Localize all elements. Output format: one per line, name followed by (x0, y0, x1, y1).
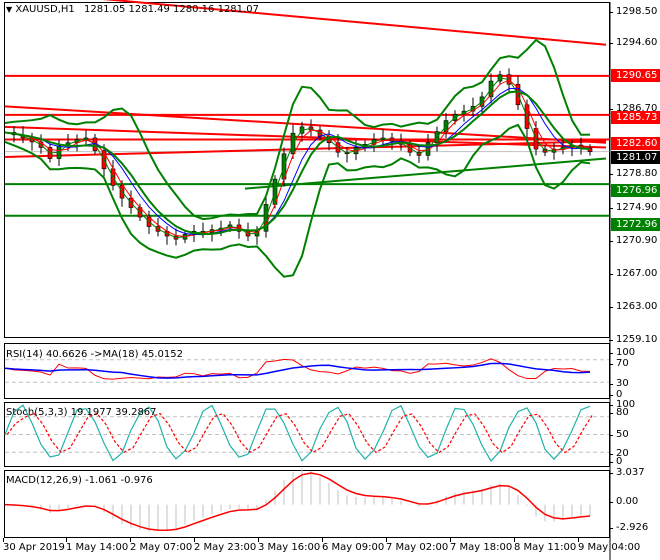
stoch-tick: 20 (609, 448, 629, 460)
macd-tick: 0.00 (608, 496, 638, 508)
stoch-tick: 80 (609, 407, 629, 419)
price-tick: 1274.90 (608, 202, 657, 214)
macd-tick: 3.037 (609, 467, 645, 479)
chart-header: ▼ XAUUSD,H1 1281.05 1281.49 1280.16 1281… (6, 4, 259, 15)
price-tick: 1259.10 (608, 334, 657, 346)
price-level-label: 1276.96 (611, 184, 660, 197)
price-tick: 1270.90 (608, 235, 657, 247)
rsi-tick: 30 (609, 378, 629, 390)
price-level-label: 1272.96 (611, 218, 660, 231)
price-tick: 1267.00 (608, 268, 657, 280)
price-tick: 1294.60 (608, 37, 657, 49)
rsi-tick: 0 (608, 389, 622, 401)
time-tick: 30 Apr 2019 (3, 538, 65, 553)
price-tick: 1263.00 (608, 301, 657, 313)
price-level-label: 1281.07 (611, 151, 660, 164)
time-tick: 3 May 16:00 (258, 538, 321, 553)
price-tick: 1286.70 (608, 103, 657, 115)
symbol-label: XAUUSD,H1 (15, 4, 75, 15)
time-tick: 6 May 09:00 (322, 538, 385, 553)
price-level-label: 1282.60 (611, 137, 660, 150)
dropdown-triangle-icon[interactable]: ▼ (6, 5, 13, 14)
rsi-title: RSI(14) 40.6626 ->MA(18) 45.0152 (6, 349, 183, 360)
time-tick: 2 May 23:00 (194, 538, 257, 553)
time-tick: 9 May 04:00 (578, 538, 641, 553)
rsi-tick: 100 (608, 347, 635, 359)
time-tick: 8 May 11:00 (514, 538, 577, 553)
stoch-tick: 50 (609, 429, 629, 441)
price-tick: 1298.50 (608, 6, 657, 18)
price-tick: 1278.80 (608, 168, 657, 180)
time-tick: 7 May 02:00 (386, 538, 449, 553)
stoch-tick: 100 (608, 399, 635, 411)
price-chart-panel[interactable] (4, 2, 610, 338)
time-tick: 7 May 18:00 (450, 538, 513, 553)
macd-title: MACD(12,26,9) -1.061 -0.976 (6, 475, 153, 486)
stoch-tick: 0 (608, 456, 622, 468)
stoch-title: Stoch(5,3,3) 19.1977 39.2867 (6, 407, 157, 418)
price-level-label: 1285.73 (611, 111, 660, 124)
time-tick: 2 May 07:00 (130, 538, 193, 553)
rsi-tick: 70 (609, 358, 629, 370)
price-level-label: 1290.65 (611, 69, 660, 82)
ohlc-values: 1281.05 1281.49 1280.16 1281.07 (83, 4, 259, 15)
time-tick: 1 May 14:00 (66, 538, 129, 553)
macd-tick: -2.926 (608, 522, 648, 534)
